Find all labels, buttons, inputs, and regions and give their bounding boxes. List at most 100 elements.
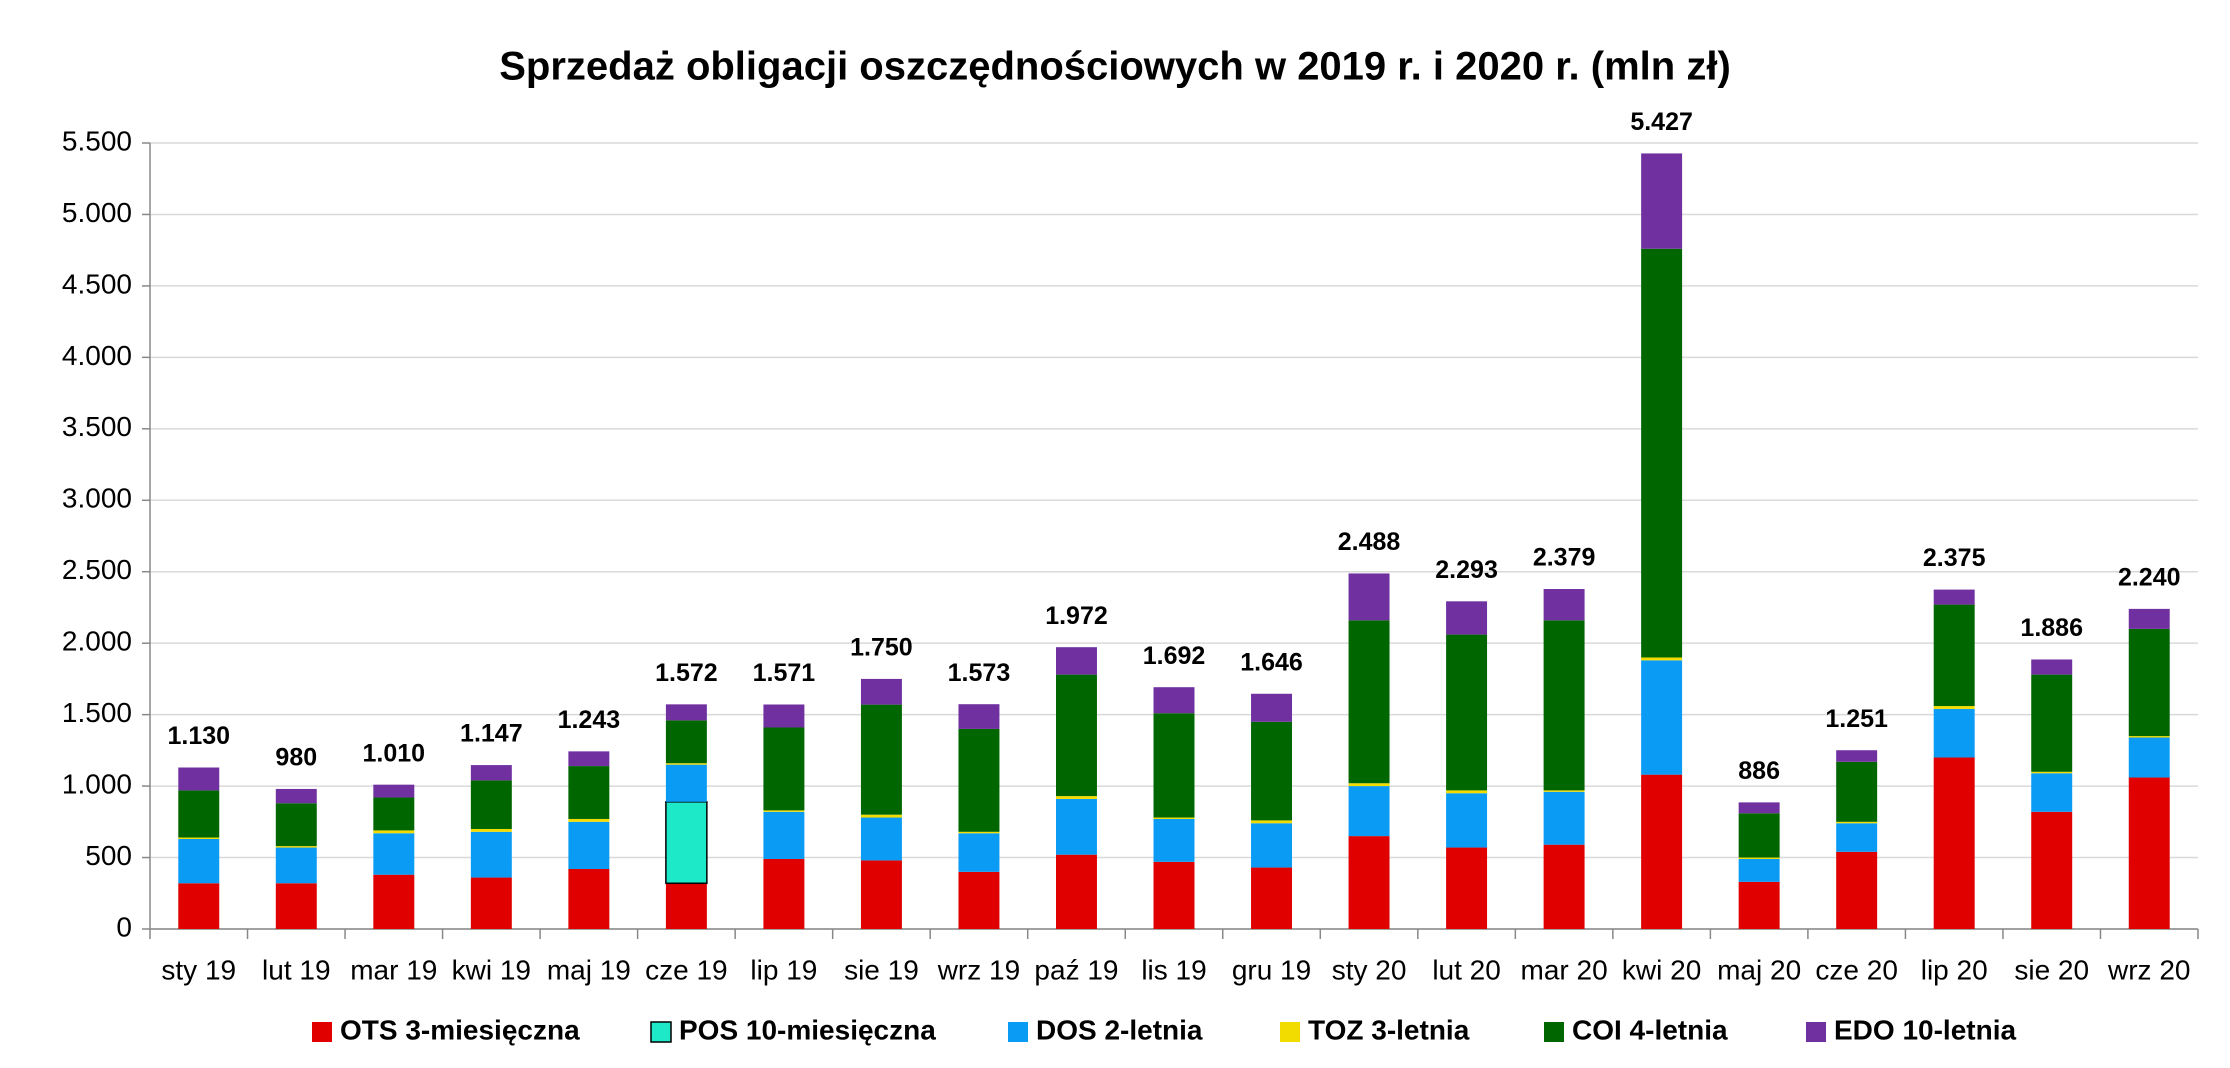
bar-segment <box>1055 647 1097 675</box>
total-label: 1.573 <box>948 659 1011 687</box>
bar-segment <box>763 858 805 929</box>
bar-segment <box>2031 659 2073 675</box>
total-label: 1.010 <box>363 739 426 767</box>
total-label: 1.243 <box>558 706 621 734</box>
y-tick-label: 1.500 <box>62 697 132 728</box>
total-label: 1.251 <box>1825 705 1888 733</box>
bar-segment <box>1836 750 1878 762</box>
bar-segment <box>860 678 902 705</box>
bar-segment <box>1251 867 1293 929</box>
bar-segment <box>1446 847 1488 929</box>
y-tick-label: 4.500 <box>62 268 132 299</box>
bar-segment <box>373 797 415 831</box>
bar-segment <box>763 704 805 728</box>
x-tick-label: sty 19 <box>161 954 236 985</box>
bar-segment <box>665 720 707 764</box>
y-tick-label: 5.000 <box>62 197 132 228</box>
bar-segment <box>860 860 902 929</box>
legend-label: EDO 10-letnia <box>1834 1014 2016 1045</box>
bar-segment <box>1933 706 1975 709</box>
bar-segment <box>763 811 805 859</box>
bar-segment <box>373 830 415 834</box>
bar-segment <box>1836 761 1878 822</box>
bar-segment <box>1153 861 1195 929</box>
bar-segment <box>1543 844 1585 929</box>
bar-segment <box>1543 589 1585 621</box>
bar-segment <box>1153 817 1195 819</box>
legend-label: COI 4-letnia <box>1572 1014 1728 1045</box>
bar-segment <box>1738 881 1780 929</box>
bar-segment <box>568 751 610 767</box>
bar-segment <box>1641 660 1683 775</box>
x-tick-label: cze 19 <box>645 954 728 985</box>
y-tick-label: 3.500 <box>62 411 132 442</box>
total-label: 1.130 <box>167 722 230 750</box>
bar-segment <box>2128 608 2170 629</box>
bar-segment <box>275 847 317 884</box>
bar-segment <box>860 814 902 818</box>
bar-segment <box>1446 634 1488 791</box>
total-label: 2.293 <box>1435 556 1498 584</box>
bar-segment <box>1738 802 1780 814</box>
total-label: 980 <box>275 744 317 772</box>
bar-segment <box>1933 708 1975 758</box>
bar-segment <box>1933 589 1975 605</box>
x-tick-label: gru 19 <box>1232 954 1311 985</box>
bar-segment <box>2128 737 2170 778</box>
legend-swatch <box>312 1022 332 1042</box>
bar-segment <box>470 828 512 832</box>
bar-segment <box>2128 777 2170 929</box>
bar-segment <box>470 765 512 781</box>
bar-segment <box>1641 774 1683 929</box>
bar-segment <box>1348 836 1390 929</box>
bar-segment <box>178 883 220 929</box>
bar-segment <box>763 810 805 812</box>
chart-title: Sprzedaż obligacji oszczędnościowych w 2… <box>499 45 1731 89</box>
x-tick-label: lip 19 <box>750 954 817 985</box>
bar-segment <box>275 803 317 847</box>
bar-segment <box>1641 153 1683 249</box>
legend-label: TOZ 3-letnia <box>1308 1014 1470 1045</box>
bar-segment <box>763 727 805 811</box>
x-tick-label: lut 20 <box>1432 954 1501 985</box>
bar-segment <box>665 883 707 929</box>
total-label: 1.886 <box>2020 614 2083 642</box>
bar-segment <box>373 784 415 798</box>
bar-segment <box>1153 818 1195 862</box>
bar-segment <box>1251 721 1293 821</box>
legend-label: POS 10-miesięczna <box>679 1014 936 1045</box>
bar-segment <box>958 871 1000 929</box>
bar-segment <box>665 801 708 885</box>
bar-segment <box>1641 248 1683 658</box>
total-label: 1.571 <box>753 659 816 687</box>
bar-segment <box>1153 713 1195 818</box>
bar-segment <box>178 767 220 791</box>
y-tick-label: 5.500 <box>62 125 132 156</box>
bar-segment <box>1251 823 1293 868</box>
bar-segment <box>958 704 1000 729</box>
legend-label: OTS 3-miesięczna <box>340 1014 580 1045</box>
bar-segment <box>1836 821 1878 824</box>
bar-segment <box>958 728 1000 832</box>
bar-segment <box>2128 628 2170 737</box>
x-tick-label: cze 20 <box>1815 954 1898 985</box>
bar-segment <box>1153 687 1195 714</box>
x-tick-label: lut 19 <box>262 954 331 985</box>
legend-swatch <box>1280 1022 1300 1042</box>
x-tick-label: wrz 20 <box>2107 954 2190 985</box>
total-label: 1.750 <box>850 634 913 662</box>
bar-segment <box>373 833 415 875</box>
bar-segment <box>2031 773 2073 812</box>
bar-segment <box>275 846 317 848</box>
bar-segment <box>2031 811 2073 929</box>
bar-segment <box>1055 798 1097 855</box>
bar-segment <box>860 817 902 861</box>
legend-swatch <box>1008 1022 1028 1042</box>
total-label: 5.427 <box>1630 108 1693 136</box>
total-label: 1.147 <box>460 720 523 748</box>
bar-segment <box>568 766 610 819</box>
bar-segment <box>470 831 512 878</box>
bar-segment <box>1543 620 1585 791</box>
